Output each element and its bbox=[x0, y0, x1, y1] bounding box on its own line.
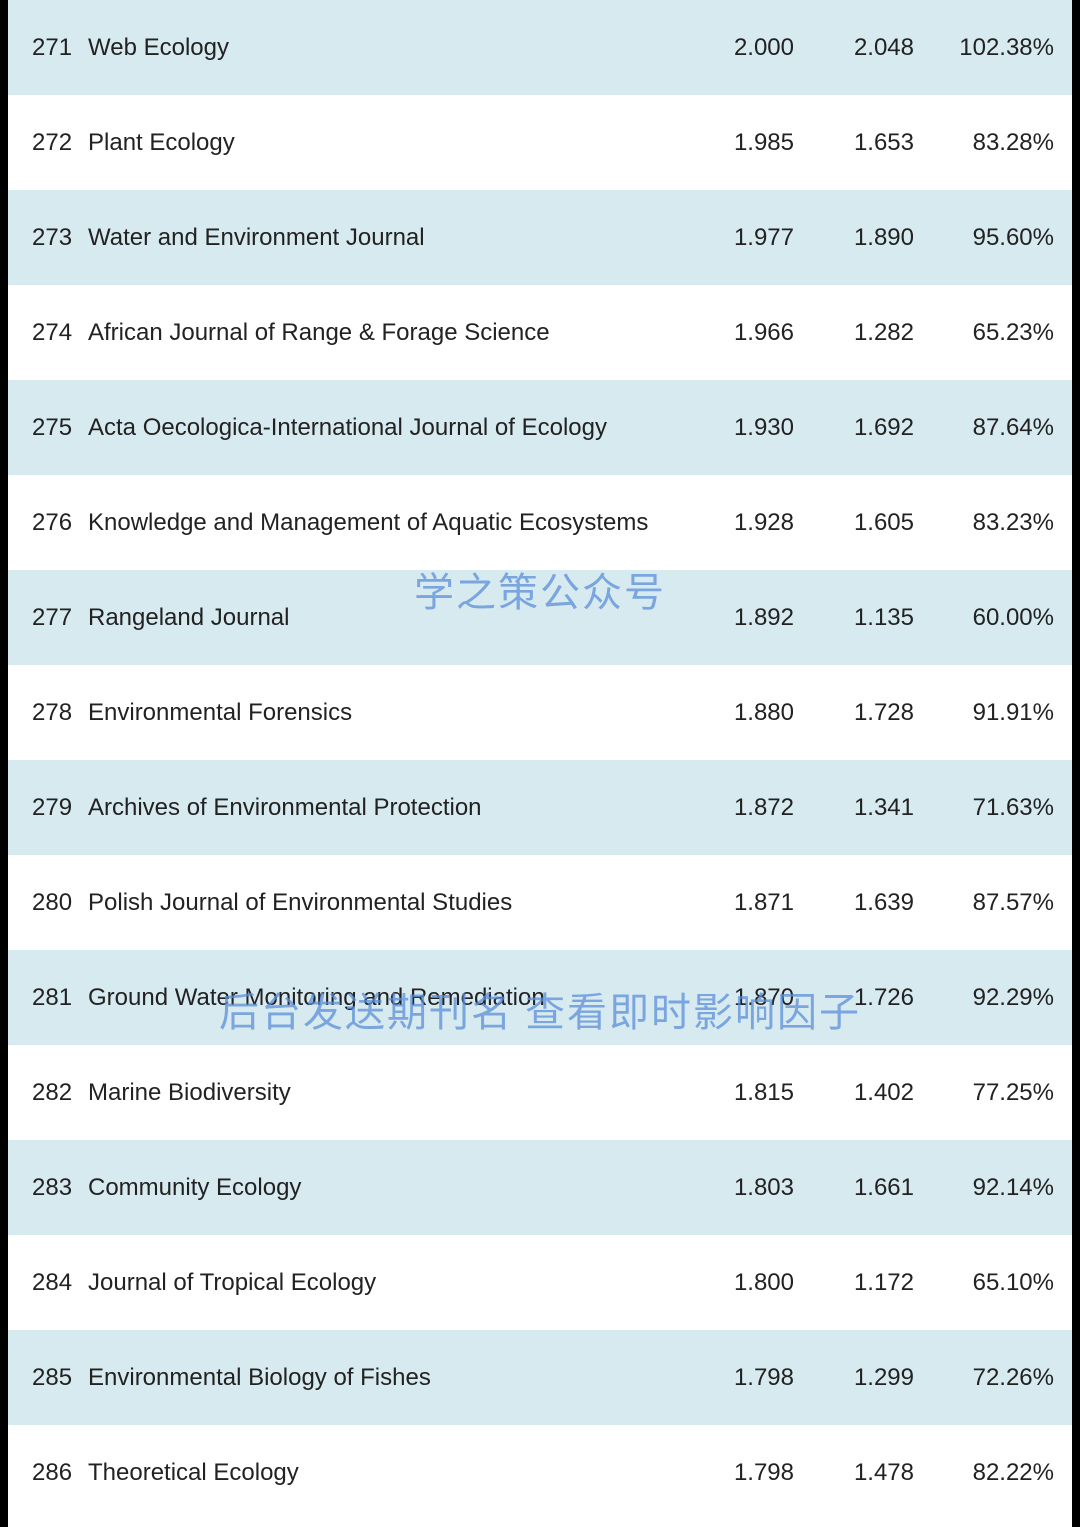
value2-cell: 1.890 bbox=[794, 224, 914, 252]
value1-cell: 1.928 bbox=[674, 509, 794, 537]
name-cell: Knowledge and Management of Aquatic Ecos… bbox=[88, 508, 674, 538]
value2-cell: 1.639 bbox=[794, 889, 914, 917]
value2-cell: 1.661 bbox=[794, 1174, 914, 1202]
name-cell: Theoretical Ecology bbox=[88, 1458, 674, 1488]
rank-cell: 277 bbox=[32, 604, 88, 632]
percent-cell: 95.60% bbox=[914, 224, 1054, 252]
name-cell: Marine Biodiversity bbox=[88, 1078, 674, 1108]
table-row: 280Polish Journal of Environmental Studi… bbox=[8, 855, 1072, 950]
name-cell: Rangeland Journal bbox=[88, 603, 674, 633]
rank-cell: 279 bbox=[32, 794, 88, 822]
table-row: 274African Journal of Range & Forage Sci… bbox=[8, 285, 1072, 380]
percent-cell: 102.38% bbox=[914, 34, 1054, 62]
table-row: 286Theoretical Ecology1.7981.47882.22% bbox=[8, 1425, 1072, 1520]
table-row: 278Environmental Forensics1.8801.72891.9… bbox=[8, 665, 1072, 760]
percent-cell: 83.23% bbox=[914, 509, 1054, 537]
value1-cell: 1.977 bbox=[674, 224, 794, 252]
value2-cell: 1.605 bbox=[794, 509, 914, 537]
name-cell: Archives of Environmental Protection bbox=[88, 793, 674, 823]
rank-cell: 286 bbox=[32, 1459, 88, 1487]
name-cell: African Journal of Range & Forage Scienc… bbox=[88, 318, 674, 348]
percent-cell: 87.57% bbox=[914, 889, 1054, 917]
value2-cell: 1.299 bbox=[794, 1364, 914, 1392]
table-row: 285Environmental Biology of Fishes1.7981… bbox=[8, 1330, 1072, 1425]
value1-cell: 1.798 bbox=[674, 1459, 794, 1487]
percent-cell: 91.91% bbox=[914, 699, 1054, 727]
value2-cell: 1.653 bbox=[794, 129, 914, 157]
table-row: 279Archives of Environmental Protection1… bbox=[8, 760, 1072, 855]
value1-cell: 1.872 bbox=[674, 794, 794, 822]
table-row: 272Plant Ecology1.9851.65383.28% bbox=[8, 95, 1072, 190]
value1-cell: 1.800 bbox=[674, 1269, 794, 1297]
percent-cell: 60.00% bbox=[914, 604, 1054, 632]
rank-cell: 285 bbox=[32, 1364, 88, 1392]
value2-cell: 1.341 bbox=[794, 794, 914, 822]
name-cell: Environmental Forensics bbox=[88, 698, 674, 728]
rank-cell: 284 bbox=[32, 1269, 88, 1297]
value2-cell: 1.402 bbox=[794, 1079, 914, 1107]
percent-cell: 65.23% bbox=[914, 319, 1054, 347]
rank-cell: 272 bbox=[32, 129, 88, 157]
value1-cell: 1.985 bbox=[674, 129, 794, 157]
rank-cell: 278 bbox=[32, 699, 88, 727]
name-cell: Community Ecology bbox=[88, 1173, 674, 1203]
name-cell: Environmental Biology of Fishes bbox=[88, 1363, 674, 1393]
table-row: 283Community Ecology1.8031.66192.14% bbox=[8, 1140, 1072, 1235]
value1-cell: 1.798 bbox=[674, 1364, 794, 1392]
value1-cell: 1.803 bbox=[674, 1174, 794, 1202]
percent-cell: 65.10% bbox=[914, 1269, 1054, 1297]
percent-cell: 92.29% bbox=[914, 984, 1054, 1012]
name-cell: Acta Oecologica-International Journal of… bbox=[88, 413, 674, 443]
page: 271Web Ecology2.0002.048102.38%272Plant … bbox=[0, 0, 1080, 1527]
value2-cell: 1.478 bbox=[794, 1459, 914, 1487]
table-row: 284Journal of Tropical Ecology1.8001.172… bbox=[8, 1235, 1072, 1330]
value1-cell: 1.871 bbox=[674, 889, 794, 917]
value2-cell: 1.692 bbox=[794, 414, 914, 442]
percent-cell: 77.25% bbox=[914, 1079, 1054, 1107]
table-row: 276Knowledge and Management of Aquatic E… bbox=[8, 475, 1072, 570]
percent-cell: 71.63% bbox=[914, 794, 1054, 822]
name-cell: Water and Environment Journal bbox=[88, 223, 674, 253]
value2-cell: 1.135 bbox=[794, 604, 914, 632]
rank-cell: 271 bbox=[32, 34, 88, 62]
name-cell: Ground Water Monitoring and Remediation bbox=[88, 983, 674, 1013]
name-cell: Polish Journal of Environmental Studies bbox=[88, 888, 674, 918]
percent-cell: 87.64% bbox=[914, 414, 1054, 442]
name-cell: Journal of Tropical Ecology bbox=[88, 1268, 674, 1298]
rank-cell: 275 bbox=[32, 414, 88, 442]
percent-cell: 83.28% bbox=[914, 129, 1054, 157]
value2-cell: 1.172 bbox=[794, 1269, 914, 1297]
table-row: 273Water and Environment Journal1.9771.8… bbox=[8, 190, 1072, 285]
rank-cell: 273 bbox=[32, 224, 88, 252]
value1-cell: 1.892 bbox=[674, 604, 794, 632]
rank-cell: 276 bbox=[32, 509, 88, 537]
rank-cell: 282 bbox=[32, 1079, 88, 1107]
table-row: 282Marine Biodiversity1.8151.40277.25% bbox=[8, 1045, 1072, 1140]
percent-cell: 82.22% bbox=[914, 1459, 1054, 1487]
name-cell: Plant Ecology bbox=[88, 128, 674, 158]
name-cell: Web Ecology bbox=[88, 33, 674, 63]
percent-cell: 92.14% bbox=[914, 1174, 1054, 1202]
value1-cell: 1.870 bbox=[674, 984, 794, 1012]
table-row: 275Acta Oecologica-International Journal… bbox=[8, 380, 1072, 475]
value2-cell: 1.726 bbox=[794, 984, 914, 1012]
journal-table: 271Web Ecology2.0002.048102.38%272Plant … bbox=[8, 0, 1072, 1520]
table-row: 277Rangeland Journal1.8921.13560.00% bbox=[8, 570, 1072, 665]
value1-cell: 1.966 bbox=[674, 319, 794, 347]
rank-cell: 280 bbox=[32, 889, 88, 917]
value2-cell: 1.282 bbox=[794, 319, 914, 347]
value1-cell: 1.930 bbox=[674, 414, 794, 442]
value1-cell: 1.815 bbox=[674, 1079, 794, 1107]
value2-cell: 2.048 bbox=[794, 34, 914, 62]
value1-cell: 2.000 bbox=[674, 34, 794, 62]
percent-cell: 72.26% bbox=[914, 1364, 1054, 1392]
value2-cell: 1.728 bbox=[794, 699, 914, 727]
rank-cell: 274 bbox=[32, 319, 88, 347]
rank-cell: 283 bbox=[32, 1174, 88, 1202]
table-row: 271Web Ecology2.0002.048102.38% bbox=[8, 0, 1072, 95]
value1-cell: 1.880 bbox=[674, 699, 794, 727]
table-row: 281Ground Water Monitoring and Remediati… bbox=[8, 950, 1072, 1045]
rank-cell: 281 bbox=[32, 984, 88, 1012]
